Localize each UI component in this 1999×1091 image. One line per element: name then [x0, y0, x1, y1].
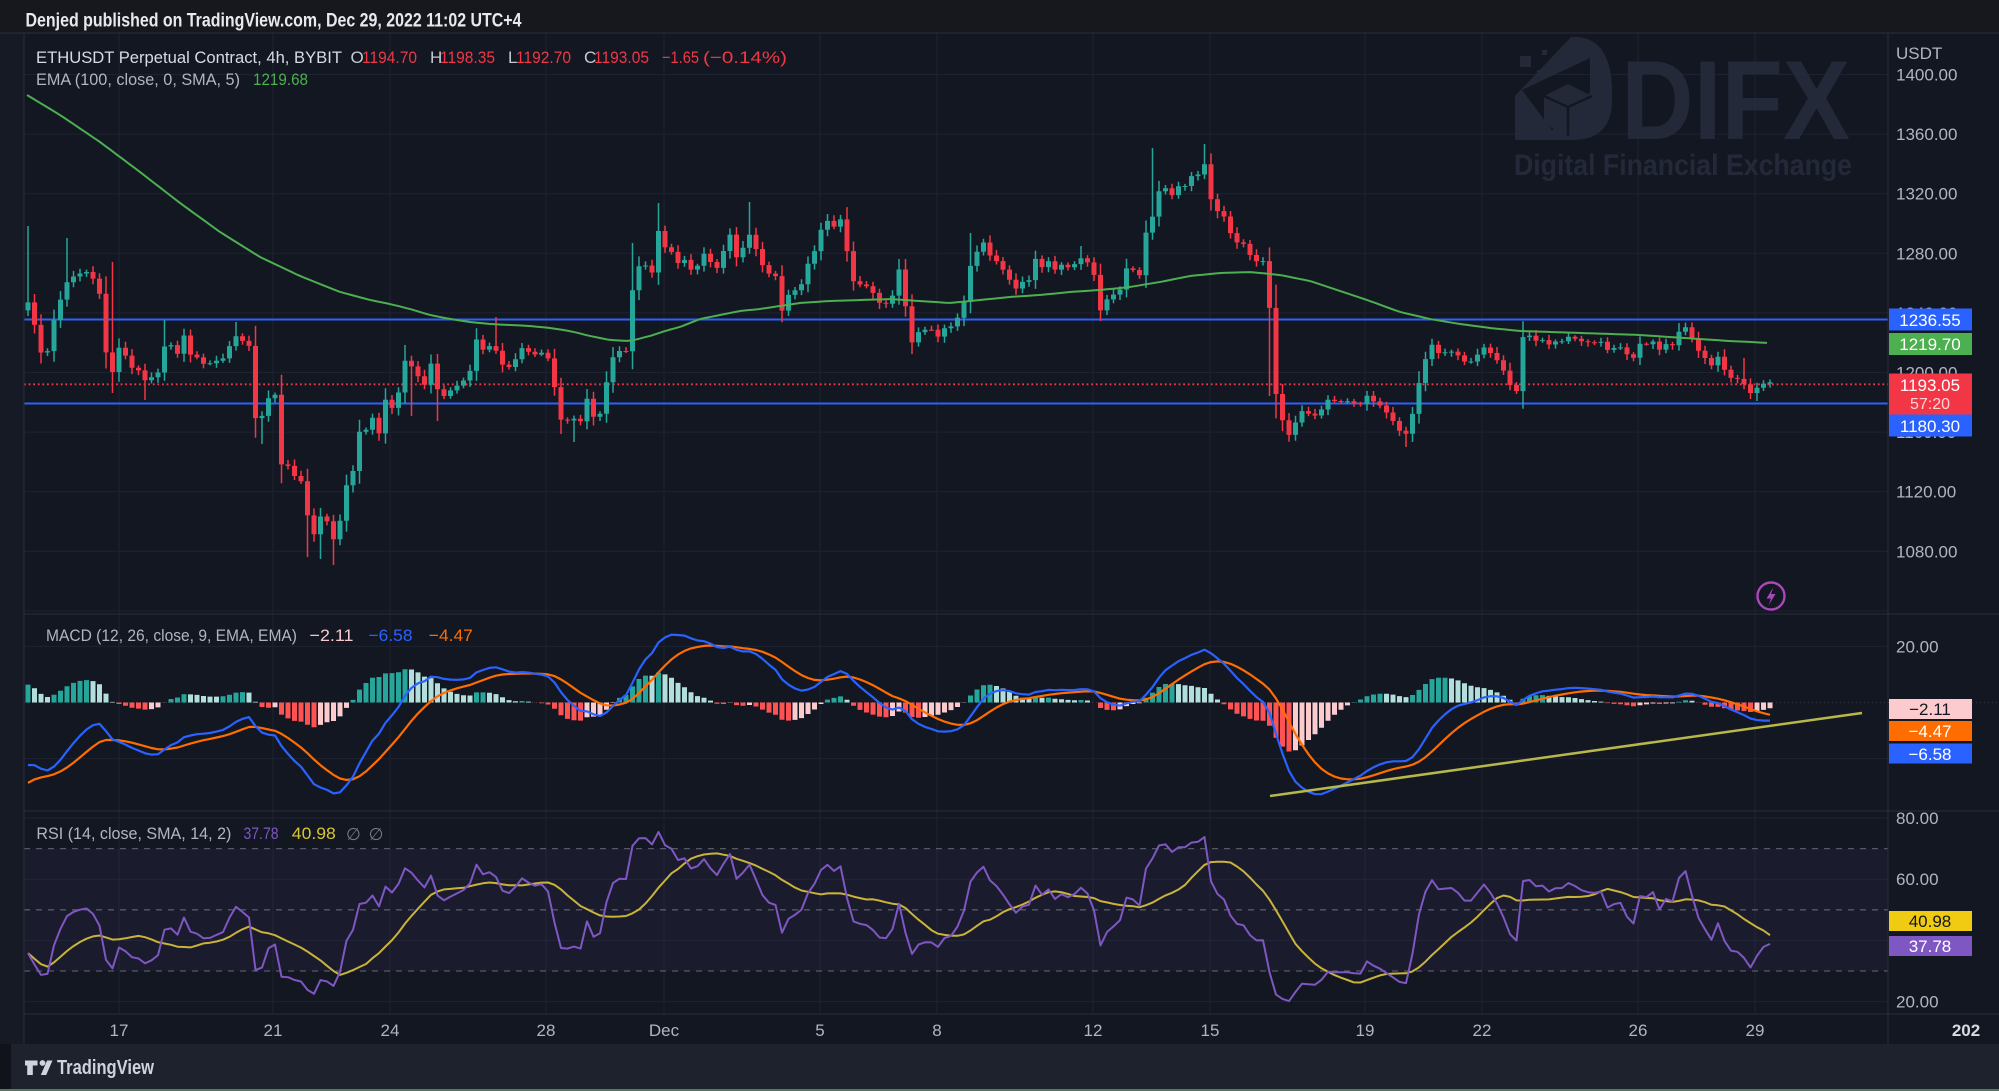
svg-text:−6.58: −6.58	[369, 626, 413, 645]
svg-text:∅: ∅	[346, 825, 361, 844]
svg-text:ETHUSDT Perpetual Contract, 4h: ETHUSDT Perpetual Contract, 4h, BYBIT	[36, 48, 342, 67]
svg-text:40.98: 40.98	[1909, 912, 1952, 931]
svg-text:MACD (12, 26, close, 9, EMA, E: MACD (12, 26, close, 9, EMA, EMA)	[46, 626, 297, 645]
svg-text:22: 22	[1473, 1021, 1492, 1040]
svg-text:C: C	[584, 48, 596, 67]
svg-text:1193.05: 1193.05	[594, 48, 649, 67]
svg-text:(−0.14%): (−0.14%)	[703, 48, 787, 67]
svg-text:−4.47: −4.47	[429, 626, 473, 645]
svg-text:O: O	[351, 48, 364, 67]
svg-text:−4.47: −4.47	[1908, 722, 1951, 741]
svg-text:1193.05: 1193.05	[1900, 376, 1960, 395]
svg-text:1236.55: 1236.55	[1899, 311, 1960, 330]
svg-text:28: 28	[537, 1021, 556, 1040]
svg-text:12: 12	[1084, 1021, 1103, 1040]
svg-text:19: 19	[1356, 1021, 1375, 1040]
svg-text:1280.00: 1280.00	[1896, 244, 1957, 263]
svg-text:∅: ∅	[369, 825, 384, 844]
svg-text:20.00: 20.00	[1896, 637, 1939, 656]
svg-text:1219.68: 1219.68	[253, 70, 308, 89]
svg-text:−2.11: −2.11	[310, 626, 354, 645]
svg-text:80.00: 80.00	[1896, 809, 1939, 828]
svg-text:Denjed published on TradingVie: Denjed published on TradingView.com, Dec…	[26, 11, 522, 32]
svg-text:29: 29	[1746, 1021, 1765, 1040]
svg-text:USDT: USDT	[1896, 44, 1942, 63]
svg-text:L: L	[508, 48, 517, 67]
svg-text:−2.11: −2.11	[1909, 700, 1951, 719]
svg-text:DIFX: DIFX	[1621, 38, 1850, 163]
svg-text:57:20: 57:20	[1910, 396, 1950, 413]
svg-text:60.00: 60.00	[1896, 870, 1939, 889]
svg-text:1120.00: 1120.00	[1896, 483, 1956, 502]
svg-text:1194.70: 1194.70	[362, 48, 417, 67]
svg-text:1180.30: 1180.30	[1900, 417, 1960, 436]
svg-text:−1.65: −1.65	[662, 48, 699, 67]
svg-text:H: H	[430, 48, 442, 67]
svg-text:202: 202	[1952, 1021, 1980, 1040]
svg-text:26: 26	[1629, 1021, 1648, 1040]
svg-text:1192.70: 1192.70	[516, 48, 571, 67]
svg-text:5: 5	[815, 1021, 824, 1040]
svg-text:1400.00: 1400.00	[1896, 66, 1957, 85]
svg-text:8: 8	[932, 1021, 941, 1040]
svg-text:37.78: 37.78	[244, 824, 279, 843]
svg-text:1320.00: 1320.00	[1896, 185, 1957, 204]
svg-text:1219.70: 1219.70	[1899, 335, 1960, 354]
svg-text:1198.35: 1198.35	[440, 48, 495, 67]
svg-text:−6.58: −6.58	[1908, 745, 1951, 764]
svg-text:40.98: 40.98	[292, 824, 336, 843]
svg-text:1360.00: 1360.00	[1896, 125, 1957, 144]
svg-text:RSI (14, close, SMA, 14, 2): RSI (14, close, SMA, 14, 2)	[36, 824, 231, 843]
svg-text:1080.00: 1080.00	[1896, 542, 1957, 561]
svg-text:EMA (100, close, 0, SMA, 5): EMA (100, close, 0, SMA, 5)	[36, 70, 240, 89]
svg-text:24: 24	[381, 1021, 400, 1040]
svg-text:17: 17	[110, 1021, 129, 1040]
svg-text:20.00: 20.00	[1896, 993, 1939, 1012]
svg-text:37.78: 37.78	[1909, 937, 1952, 956]
svg-text:Digital Financial Exchange: Digital Financial Exchange	[1514, 149, 1852, 182]
svg-text:Dec: Dec	[649, 1021, 680, 1040]
svg-text:15: 15	[1201, 1021, 1220, 1040]
svg-text:TradingView: TradingView	[57, 1057, 154, 1079]
svg-text:21: 21	[264, 1021, 283, 1040]
